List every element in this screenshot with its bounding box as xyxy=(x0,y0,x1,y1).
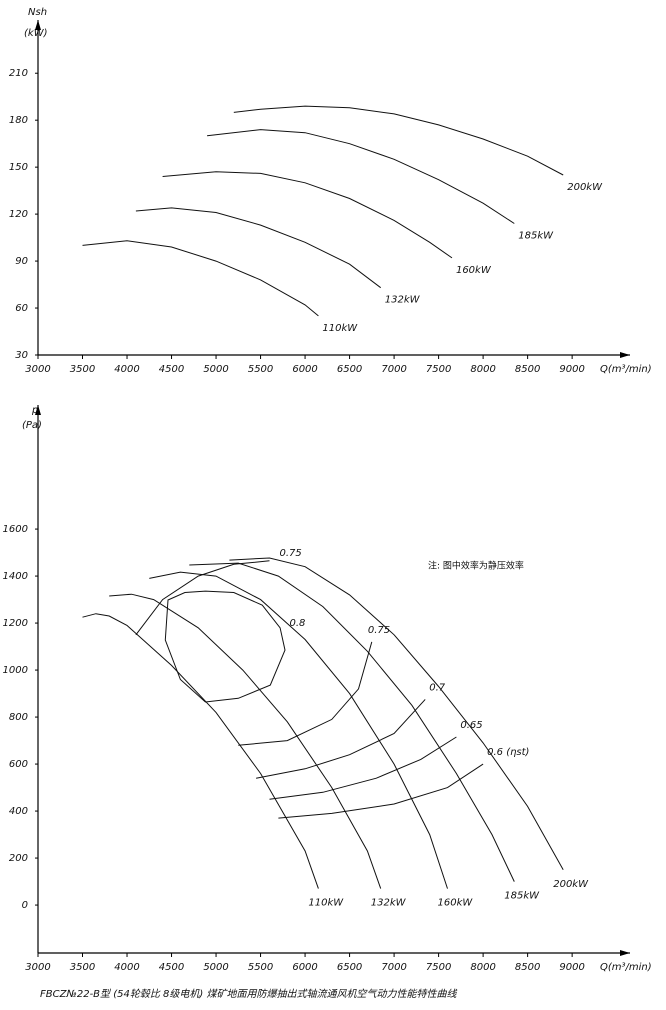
curve-label: 110kW xyxy=(308,898,344,909)
x-axis-arrow xyxy=(620,352,630,358)
curve-label: 185kW xyxy=(504,891,540,902)
curve-label: 132kW xyxy=(385,295,421,306)
y-tick-label: 150 xyxy=(9,162,28,173)
x-tick-label: 8000 xyxy=(470,364,495,375)
x-tick-label: 6000 xyxy=(292,364,317,375)
caption: FBCZ№22-B型 (54轮毂比 8级电机) 煤矿地面用防爆抽出式轴流通风机空… xyxy=(40,988,457,1000)
x-tick-label: 3000 xyxy=(25,962,50,973)
x-tick-label: 6500 xyxy=(337,364,362,375)
y-tick-label: 1600 xyxy=(3,524,28,535)
y-axis-unit: (Pa) xyxy=(22,420,42,431)
curve-label: 110kW xyxy=(322,323,358,334)
y-axis-unit: (kW) xyxy=(24,28,47,39)
y-tick-label: 30 xyxy=(15,350,28,361)
curve xyxy=(109,593,382,889)
curve xyxy=(135,560,373,746)
curve xyxy=(189,562,515,882)
x-tick-label: 7000 xyxy=(381,364,406,375)
x-tick-label: 4000 xyxy=(114,364,139,375)
curve xyxy=(229,557,564,871)
curve xyxy=(164,590,286,703)
x-tick-label: 7500 xyxy=(426,962,451,973)
x-tick-label: 4500 xyxy=(159,962,184,973)
curve-label: 0.7 xyxy=(429,682,446,693)
curve xyxy=(256,699,426,779)
curve xyxy=(82,613,319,889)
curve xyxy=(82,240,319,317)
curve xyxy=(207,129,515,224)
curve xyxy=(135,207,382,289)
curve-label: 132kW xyxy=(371,898,407,909)
y-tick-label: 210 xyxy=(9,68,28,79)
x-tick-label: 3500 xyxy=(70,962,95,973)
note: 注: 图中效率为静压效率 xyxy=(428,560,524,572)
y-tick-label: 400 xyxy=(9,806,28,817)
x-tick-label: 9000 xyxy=(559,364,584,375)
curve-label: 200kW xyxy=(567,182,603,193)
x-tick-label: 6000 xyxy=(292,962,317,973)
x-tick-label: 5500 xyxy=(248,962,273,973)
y-tick-label: 0 xyxy=(22,900,28,911)
x-tick-label: 3500 xyxy=(70,364,95,375)
curve-label: 160kW xyxy=(456,265,492,276)
y-tick-label: 180 xyxy=(9,115,28,126)
y-tick-label: 60 xyxy=(15,303,28,314)
y-tick-label: 1200 xyxy=(3,618,28,629)
y-tick-label: 1000 xyxy=(3,665,28,676)
curve-label: 0.8 xyxy=(289,618,305,629)
x-axis-label: Q(m³/min) xyxy=(600,364,652,375)
x-tick-label: 4000 xyxy=(114,962,139,973)
curve-label: 0.6 (ηst) xyxy=(487,747,529,758)
x-tick-label: 5000 xyxy=(203,962,228,973)
x-tick-label: 5000 xyxy=(203,364,228,375)
y-tick-label: 200 xyxy=(9,853,28,864)
curve-label: 0.75 xyxy=(368,625,390,636)
y-axis-label: Nsh xyxy=(28,7,47,18)
curve-label: 185kW xyxy=(518,231,554,242)
y-tick-label: 120 xyxy=(9,209,28,220)
y-tick-label: 1400 xyxy=(3,571,28,582)
y-axis-arrow xyxy=(35,20,41,30)
x-tick-label: 7000 xyxy=(381,962,406,973)
x-tick-label: 9000 xyxy=(559,962,584,973)
y-tick-label: 600 xyxy=(9,759,28,770)
y-tick-label: 90 xyxy=(15,256,28,267)
curve xyxy=(149,571,448,889)
x-tick-label: 3000 xyxy=(25,364,50,375)
curve-label: 200kW xyxy=(553,879,589,890)
x-tick-label: 8500 xyxy=(515,364,540,375)
y-tick-label: 800 xyxy=(9,712,28,723)
curve xyxy=(269,736,457,800)
x-tick-label: 6500 xyxy=(337,962,362,973)
curve-label: 160kW xyxy=(438,898,474,909)
x-tick-label: 8500 xyxy=(515,962,540,973)
curve xyxy=(278,763,484,819)
y-axis-label: p xyxy=(31,405,38,416)
x-tick-label: 8000 xyxy=(470,962,495,973)
curve-label: 0.75 xyxy=(279,548,301,559)
x-axis-label: Q(m³/min) xyxy=(600,962,652,973)
curve-label: 0.65 xyxy=(460,720,482,731)
curve xyxy=(162,171,453,259)
x-axis-arrow xyxy=(620,950,630,956)
x-tick-label: 7500 xyxy=(426,364,451,375)
x-tick-label: 4500 xyxy=(159,364,184,375)
x-tick-label: 5500 xyxy=(248,364,273,375)
curve xyxy=(233,105,564,176)
y-axis-arrow xyxy=(35,405,41,415)
